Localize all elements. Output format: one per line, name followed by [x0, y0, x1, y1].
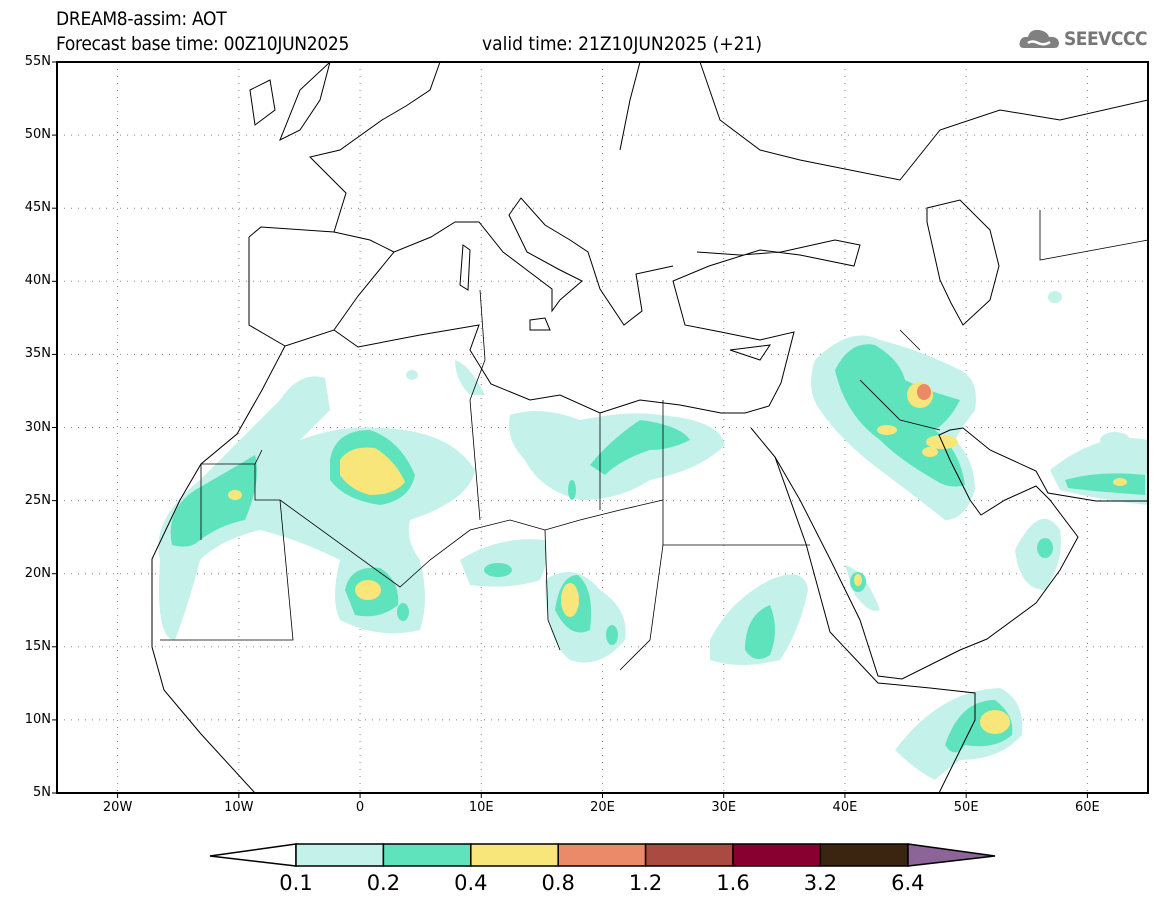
- colorbar-swatch: [732, 843, 822, 867]
- valid-time: valid time: 21Z10JUN2025 (+21): [482, 33, 763, 55]
- colorbar-label: 1.6: [716, 871, 750, 895]
- colorbar-label: 0.8: [541, 871, 575, 895]
- colorbar-swatch: [644, 843, 734, 867]
- country-borders: [160, 210, 1149, 671]
- lat-label: 5N: [33, 785, 51, 800]
- lat-label: 10N: [24, 711, 51, 727]
- colorbar-low-arrow: [209, 843, 297, 867]
- colorbar-label: 0.4: [454, 871, 488, 895]
- lat-label: 25N: [24, 492, 51, 508]
- lat-label: 50N: [24, 127, 51, 143]
- seevccc-logo: SEEVCCC: [1018, 26, 1148, 52]
- lat-label: 20N: [24, 565, 51, 581]
- lon-label: 10E: [468, 800, 494, 815]
- gridlines: [57, 62, 1148, 793]
- lon-label: 0: [355, 800, 365, 815]
- colorbar-label: 0.2: [366, 871, 401, 895]
- colorbar-label: 6.4: [891, 871, 925, 895]
- colorbar-high-arrow: [907, 843, 996, 867]
- lat-label: 15N: [24, 638, 51, 654]
- lat-label: 45N: [24, 200, 51, 216]
- colorbar-label: 3.2: [803, 871, 838, 895]
- lat-label: 30N: [24, 419, 51, 435]
- lon-label: 20W: [102, 800, 133, 815]
- lat-label: 35N: [24, 346, 51, 362]
- colorbar-swatch: [470, 843, 559, 867]
- colorbar-swatch: [295, 843, 385, 867]
- aot-field: [158, 291, 1148, 780]
- colorbar-swatch: [557, 843, 647, 867]
- lat-label: 40N: [24, 273, 51, 289]
- cloud-logo-icon: [1019, 29, 1059, 48]
- lat-label: 55N: [24, 54, 51, 69]
- aot-level-0.8: [917, 384, 931, 400]
- map-title: DREAM8-assim: AOT: [56, 8, 227, 30]
- colorbar-swatch: [819, 843, 909, 867]
- coastlines: [151, 60, 1149, 794]
- lon-label: 30E: [711, 800, 737, 815]
- axis-ticks: [52, 61, 1088, 798]
- logo-text: SEEVCCC: [1064, 28, 1148, 50]
- lon-label: 60E: [1074, 800, 1100, 815]
- colorbar-label: 1.2: [628, 871, 663, 895]
- lon-label: 50E: [953, 800, 979, 815]
- colorbar-swatch: [382, 843, 472, 867]
- colorbar-label: 0.1: [279, 871, 313, 895]
- lon-label: 40E: [832, 800, 858, 815]
- lon-label: 10W: [224, 800, 254, 815]
- base-time: Forecast base time: 00Z10JUN2025: [56, 33, 350, 55]
- lon-label: 20E: [590, 800, 615, 815]
